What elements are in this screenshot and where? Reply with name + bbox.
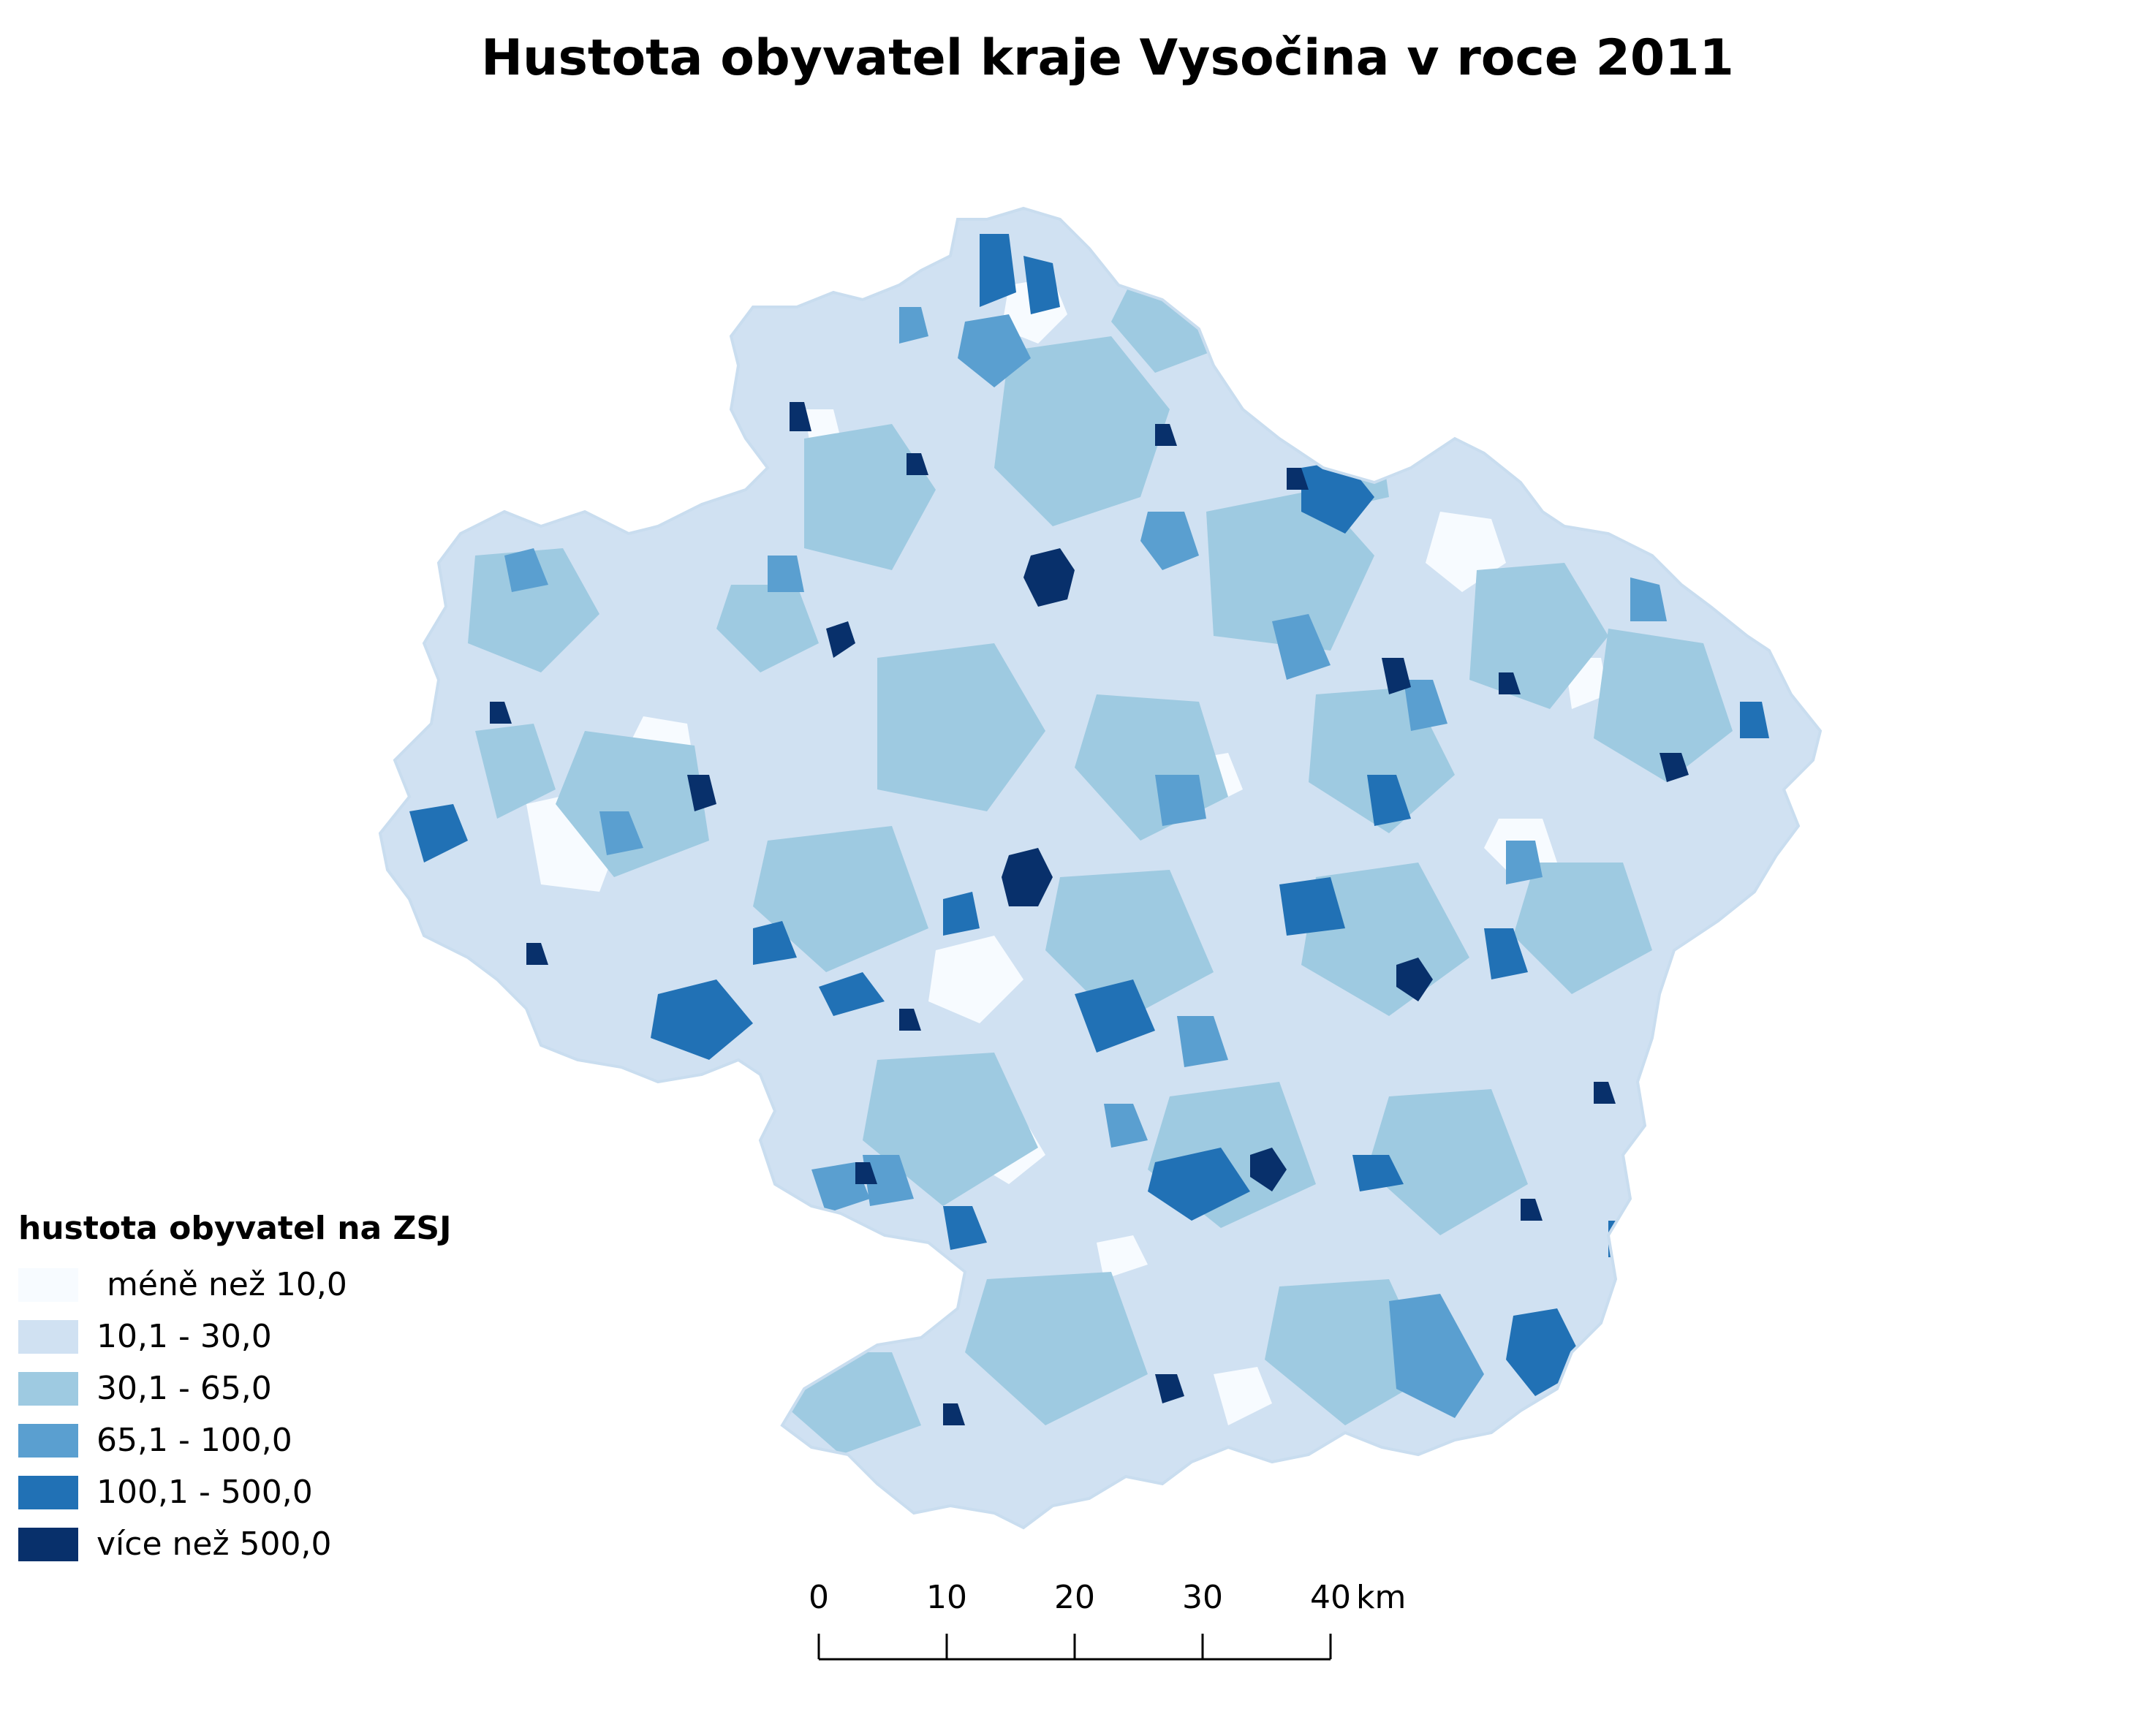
legend-item: více než 500,0 [18, 1518, 452, 1570]
legend-item: 10,1 - 30,0 [18, 1311, 452, 1362]
scale-bar: 0 10 20 30 40 km [809, 1579, 1406, 1661]
scale-tick-label: 30 [1182, 1579, 1223, 1616]
legend-item: 65,1 - 100,0 [18, 1414, 452, 1466]
legend-label: 65,1 - 100,0 [96, 1422, 292, 1459]
map-title: Hustota obyvatel kraje Vysočina v roce 2… [481, 29, 1734, 87]
legend-item: 100,1 - 500,0 [18, 1466, 452, 1518]
legend-title: hustota obyvatel na ZSJ [18, 1210, 452, 1247]
legend-swatch [18, 1319, 78, 1354]
legend: hustota obyvatel na ZSJ méně než 10,0 10… [18, 1210, 452, 1570]
legend-item: méně než 10,0 [18, 1259, 452, 1311]
scale-bar-line [817, 1634, 1332, 1661]
scale-unit-label: km [1356, 1579, 1406, 1616]
legend-swatch [18, 1423, 78, 1458]
scale-tick-label: 40 [1310, 1579, 1351, 1616]
legend-swatch [18, 1527, 78, 1561]
map-area [379, 207, 1822, 1529]
legend-swatch [18, 1267, 78, 1302]
legend-item: 30,1 - 65,0 [18, 1362, 452, 1414]
choropleth-regions [380, 208, 1820, 1528]
legend-label: 100,1 - 500,0 [96, 1474, 313, 1511]
scale-tick-label: 10 [926, 1579, 967, 1616]
legend-label: více než 500,0 [96, 1525, 332, 1563]
legend-label: méně než 10,0 [96, 1266, 347, 1303]
legend-label: 30,1 - 65,0 [96, 1370, 272, 1407]
scale-tick-label: 20 [1054, 1579, 1095, 1616]
scale-tick-label: 0 [809, 1579, 829, 1616]
legend-swatch [18, 1475, 78, 1509]
legend-swatch [18, 1371, 78, 1406]
legend-label: 10,1 - 30,0 [96, 1318, 272, 1355]
